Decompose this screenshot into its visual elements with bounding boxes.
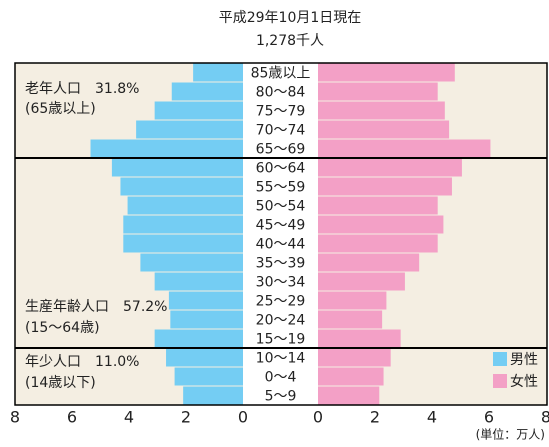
x-tick-label: 6 xyxy=(484,408,494,427)
chart-subtitle: 1,278千人 xyxy=(256,33,324,49)
legend-label: 女性 xyxy=(510,373,538,390)
legend-label: 男性 xyxy=(510,352,538,368)
age-label: 70～74 xyxy=(256,123,306,139)
bar-male xyxy=(154,329,243,348)
bar-male xyxy=(168,291,243,310)
bar-male xyxy=(127,196,243,215)
annotation: (14歳以下) xyxy=(25,375,96,391)
annotation: 年少人口 11.0% xyxy=(25,354,139,370)
bar-male xyxy=(140,253,243,272)
age-label: 0～4 xyxy=(265,370,297,386)
bar-female xyxy=(318,272,405,291)
bar-female xyxy=(318,120,450,139)
age-label: 30～34 xyxy=(256,275,306,291)
legend-swatch xyxy=(493,352,507,366)
x-tick-label: 2 xyxy=(370,408,380,427)
annotation: (65歳以上) xyxy=(25,101,96,117)
age-label: 10～14 xyxy=(256,351,306,367)
age-label: 15～19 xyxy=(256,332,306,348)
bar-female xyxy=(318,82,438,101)
bar-male xyxy=(166,348,243,367)
bar-male xyxy=(111,158,244,177)
chart-title: 平成29年10月1日現在 xyxy=(219,10,362,26)
bar-male xyxy=(136,120,243,139)
age-label: 20～24 xyxy=(256,313,306,329)
annotation: 老年人口 31.8% xyxy=(25,81,139,97)
annotation: (15～64歳) xyxy=(25,320,100,336)
x-tick-label: 4 xyxy=(124,408,134,427)
x-tick-label: 4 xyxy=(427,408,437,427)
bar-female xyxy=(318,291,387,310)
bar-male xyxy=(170,310,243,329)
bar-male xyxy=(171,82,243,101)
bar-male xyxy=(90,139,244,158)
age-label: 65～69 xyxy=(256,142,306,158)
bar-male xyxy=(123,215,243,234)
age-label: 25～29 xyxy=(256,294,306,310)
bar-female xyxy=(318,139,491,158)
x-tick-label: 0 xyxy=(238,408,248,427)
bar-male xyxy=(123,234,243,253)
frame xyxy=(14,62,548,406)
age-label: 60～64 xyxy=(256,161,306,177)
bar-male xyxy=(174,367,243,386)
age-label: 85歳以上 xyxy=(251,66,311,82)
age-label: 55～59 xyxy=(256,180,306,196)
bar-female xyxy=(318,310,383,329)
bar-female xyxy=(318,215,444,234)
bar-female xyxy=(318,234,438,253)
x-tick-label: 0 xyxy=(313,408,323,427)
bar-female xyxy=(318,348,391,367)
age-label: 35～39 xyxy=(256,256,306,272)
bar-female xyxy=(318,101,445,120)
bar-female xyxy=(318,386,380,405)
bar-female xyxy=(318,196,438,215)
bar-female xyxy=(318,158,462,177)
bar-male xyxy=(183,386,243,405)
bar-male xyxy=(154,101,243,120)
age-label: 5～9 xyxy=(265,389,297,405)
x-tick-label: 2 xyxy=(181,408,191,427)
age-label: 50～54 xyxy=(256,199,306,215)
x-tick-label: 6 xyxy=(67,408,77,427)
bar-female xyxy=(318,367,384,386)
bar-female xyxy=(318,253,420,272)
age-label: 75～79 xyxy=(256,104,306,120)
annotation: 生産年齢人口 57.2% xyxy=(25,299,167,315)
age-label: 80～84 xyxy=(256,85,306,101)
bar-male xyxy=(154,272,243,291)
bar-female xyxy=(318,177,452,196)
age-label: 40～44 xyxy=(256,237,306,253)
bar-male xyxy=(193,63,243,82)
bar-female xyxy=(318,329,401,348)
x-tick-label: 8 xyxy=(10,408,20,427)
unit-label: (単位：万人) xyxy=(476,427,545,442)
bar-female xyxy=(318,63,455,82)
age-label: 45～49 xyxy=(256,218,306,234)
bar-male xyxy=(120,177,243,196)
legend-swatch xyxy=(493,374,507,388)
x-tick-label: 8 xyxy=(541,408,549,427)
